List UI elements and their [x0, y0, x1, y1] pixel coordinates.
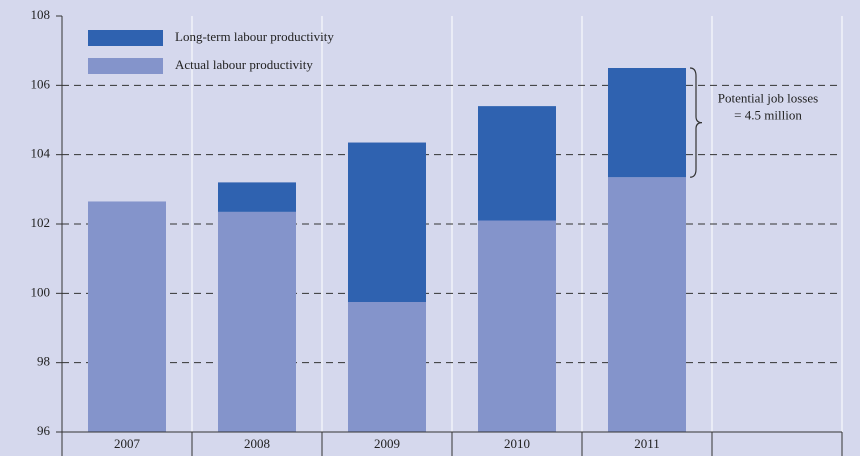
x-tick-label: 2007 — [114, 436, 141, 451]
y-tick-label: 98 — [37, 354, 50, 369]
bar-segment — [478, 106, 556, 221]
legend-swatch — [88, 58, 163, 74]
legend-label: Actual labour productivity — [175, 57, 313, 72]
y-tick-label: 106 — [31, 76, 51, 91]
annotation: Potential job losses — [718, 91, 818, 106]
bar-segment — [348, 302, 426, 432]
annotation: = 4.5 million — [734, 108, 802, 123]
x-tick-label: 2008 — [244, 436, 270, 451]
legend-swatch — [88, 30, 163, 46]
y-tick-label: 108 — [31, 7, 51, 22]
y-tick-label: 100 — [31, 284, 51, 299]
brace — [689, 67, 703, 178]
bar-segment — [608, 68, 686, 178]
x-tick-label: 2010 — [504, 436, 530, 451]
y-tick-label: 102 — [31, 215, 51, 230]
legend-label: Long-term labour productivity — [175, 29, 334, 44]
x-tick-label: 2009 — [374, 436, 400, 451]
bar-segment — [478, 220, 556, 432]
y-tick-label: 104 — [31, 146, 51, 161]
x-tick-label: 2011 — [634, 436, 660, 451]
bar-segment — [218, 211, 296, 432]
bar-segment — [218, 182, 296, 212]
bar-segment — [608, 177, 686, 432]
y-tick-label: 96 — [37, 423, 51, 438]
bar-segment — [88, 201, 166, 432]
bar-segment — [348, 142, 426, 302]
